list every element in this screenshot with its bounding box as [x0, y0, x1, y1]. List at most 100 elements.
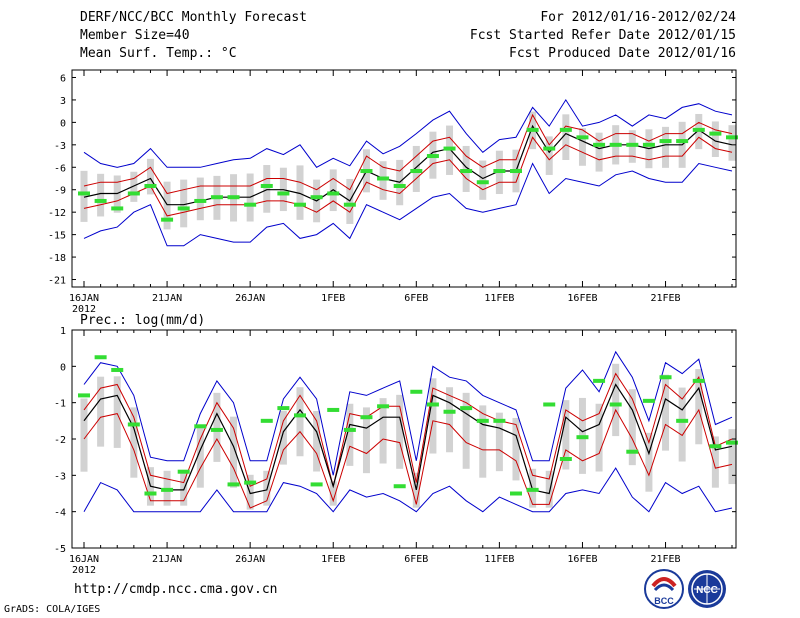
temp-spread-box [296, 165, 304, 220]
prec-spread-box [645, 432, 653, 492]
prec-forecast-marker [244, 480, 257, 485]
temp-spread-box [562, 114, 570, 160]
temp-forecast-marker [360, 169, 373, 174]
prec-spread-box [446, 387, 454, 453]
temp-forecast-marker [244, 202, 257, 207]
temp-year-label: 2012 [72, 304, 96, 315]
prec-ytick-label: -4 [54, 508, 66, 519]
prec-forecast-marker [426, 402, 439, 407]
temp-spread-box [163, 181, 171, 230]
prec-forecast-marker [626, 449, 639, 454]
forecast-period: For 2012/01/16-2012/02/24 [540, 10, 736, 25]
prec-spread-box [728, 429, 736, 485]
prec-max-line [83, 350, 733, 476]
temp-forecast-marker [443, 146, 456, 151]
prec-forecast-marker [194, 424, 207, 429]
temp-forecast-marker [493, 169, 506, 174]
prec-forecast-marker [343, 427, 356, 432]
temp-ytick-label: -21 [48, 276, 66, 287]
ncc-logo-text: NCC [696, 585, 718, 596]
prec-spread-box [346, 403, 354, 466]
prec-xtick-label: 21FEB [650, 554, 680, 565]
prec-spread-box [695, 369, 703, 445]
temp-forecast-marker [709, 131, 722, 136]
temp-spread-box [113, 175, 121, 213]
temp-forecast-marker [294, 202, 306, 207]
temp-spread-box [130, 171, 138, 202]
temp-spread-box [662, 126, 670, 168]
prec-spread-box [80, 398, 88, 472]
temp-upper-line [83, 113, 733, 195]
temp-forecast-marker [559, 127, 572, 132]
temp-forecast-marker [676, 139, 689, 144]
forecast-produced-date: Fcst Produced Date 2012/01/16 [509, 46, 736, 61]
prec-forecast-marker [393, 484, 406, 489]
prec-forecast-marker [510, 491, 522, 496]
bcc-logo: BCC [644, 569, 684, 609]
prec-forecast-marker [642, 398, 655, 403]
grads-credit: GrADS: COLA/IGES [4, 604, 101, 615]
forecast-title: DERF/NCC/BCC Monthly Forecast [80, 10, 307, 25]
prec-spread-box [662, 374, 670, 451]
prec-forecast-marker [111, 367, 124, 372]
temp-forecast-marker [476, 180, 489, 185]
temp-forecast-marker [194, 198, 207, 203]
prec-ytick-label: -5 [54, 544, 66, 555]
forecast-start-date: Fcst Started Refer Date 2012/01/15 [469, 28, 736, 43]
variable-label-temp: Mean Surf. Temp.: °C [80, 46, 237, 61]
temp-spread-box [728, 125, 736, 161]
temp-spread-box [578, 128, 586, 166]
prec-xtick-label: 21JAN [152, 554, 182, 565]
temp-spread-box [180, 179, 188, 228]
temp-min-line [83, 162, 733, 247]
temp-forecast-marker [111, 206, 124, 211]
prec-spread-box [379, 398, 387, 464]
prec-forecast-marker [161, 487, 174, 492]
temp-ytick-label: 3 [60, 96, 66, 107]
prec-xtick-label: 16JAN [69, 554, 99, 565]
prec-forecast-marker [726, 440, 738, 445]
header-left: DERF/NCC/BCC Monthly Forecast Member Siz… [80, 10, 307, 64]
prec-xtick-label: 11FEB [484, 554, 514, 565]
prec-forecast-marker [493, 418, 506, 423]
temp-forecast-marker [210, 195, 223, 200]
prec-spread-box [462, 392, 470, 469]
prec-mean-line [83, 383, 733, 495]
prec-lower-line [83, 408, 733, 509]
temp-forecast-marker [227, 195, 240, 200]
temp-forecast-marker [161, 217, 174, 222]
prec-forecast-marker [144, 491, 157, 496]
prec-spread-box [113, 376, 121, 448]
temp-spread-box [595, 132, 603, 172]
temp-forecast-marker [94, 198, 107, 203]
prec-spread-box [313, 411, 321, 472]
temp-forecast-marker [642, 142, 655, 147]
prec-spread-box [429, 378, 437, 454]
prec-xtick-label: 1FEB [321, 554, 345, 565]
temp-xtick-label: 16JAN [69, 293, 99, 304]
temp-xtick-label: 1FEB [321, 293, 345, 304]
prec-forecast-marker [78, 393, 90, 398]
prec-ytick-label: -3 [54, 471, 66, 482]
prec-spread-box [412, 472, 420, 508]
temp-forecast-marker [177, 206, 190, 211]
temp-forecast-marker [526, 127, 539, 132]
temp-spread-box [97, 173, 105, 217]
prec-forecast-marker [692, 378, 705, 383]
prec-spread-box [495, 412, 503, 472]
temp-forecast-marker [726, 135, 738, 140]
prec-spread-box [329, 481, 337, 506]
source-url[interactable]: http://cmdp.ncc.cma.gov.cn [74, 582, 278, 597]
temp-xtick-label: 16FEB [567, 293, 597, 304]
prec-forecast-marker [476, 418, 489, 423]
prec-spread-box [230, 416, 238, 488]
prec-forecast-marker [127, 422, 140, 427]
prec-forecast-marker [294, 413, 306, 418]
prec-forecast-marker [709, 444, 722, 449]
prec-spread-box [362, 407, 370, 474]
temp-forecast-marker [692, 127, 705, 132]
prec-upper-line [83, 372, 733, 487]
temp-forecast-marker [127, 191, 140, 196]
prec-forecast-marker [227, 482, 240, 487]
temp-forecast-marker [543, 146, 556, 151]
